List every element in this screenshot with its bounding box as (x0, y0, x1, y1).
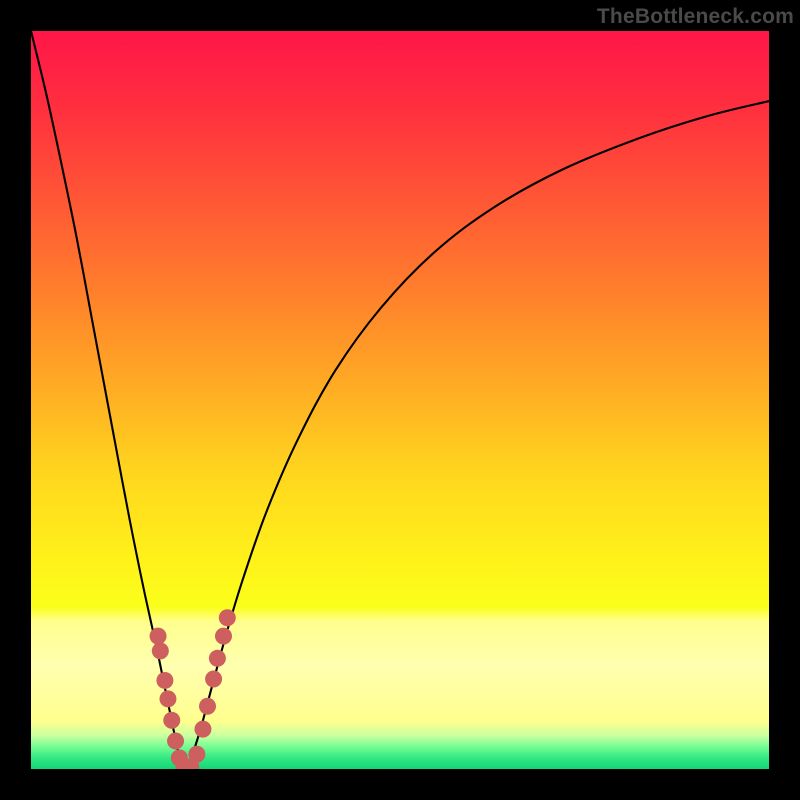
data-point-marker (159, 690, 176, 707)
data-point-marker (205, 670, 222, 687)
data-point-marker (163, 712, 180, 729)
data-point-marker (152, 642, 169, 659)
data-point-marker (188, 746, 205, 763)
data-point-marker (156, 672, 173, 689)
data-point-marker (194, 721, 211, 738)
data-point-marker (150, 628, 167, 645)
curves-layer (31, 31, 769, 769)
chart-container: TheBottleneck.com (0, 0, 800, 800)
watermark-text: TheBottleneck.com (597, 5, 794, 29)
data-point-marker (199, 698, 216, 715)
data-point-marker (215, 628, 232, 645)
data-point-marker (167, 732, 184, 749)
bottleneck-curve (31, 31, 769, 769)
data-point-marker (219, 609, 236, 626)
data-point-marker (209, 650, 226, 667)
plot-area (31, 31, 769, 769)
